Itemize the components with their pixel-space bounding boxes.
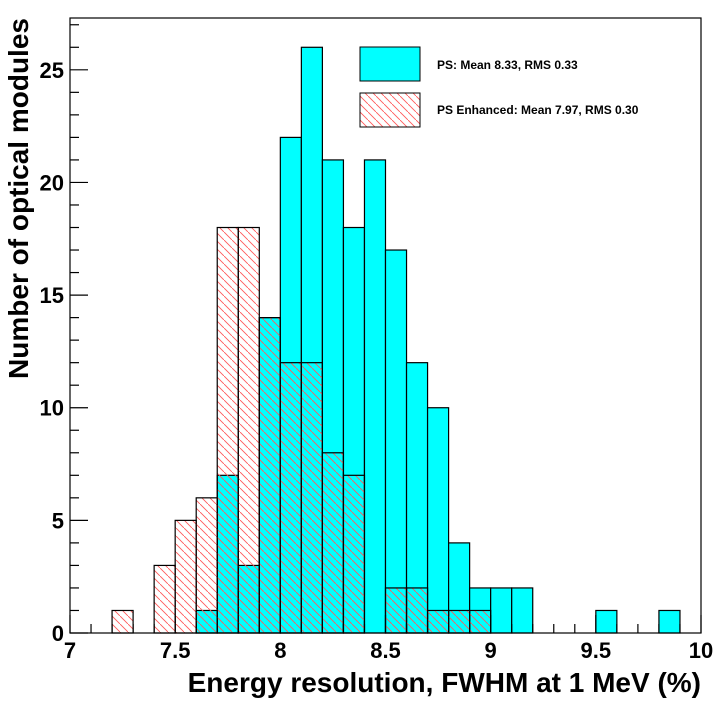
y-axis-ticks: 0 5 10 15 20 25 — [40, 24, 88, 646]
ps-enhanced-bar-7-7 — [216, 226, 239, 634]
ps-enhanced-bar-8-3 — [342, 474, 366, 634]
plot-frame — [69, 17, 702, 634]
ps-enhanced-bar-7-4 — [153, 564, 176, 634]
ps-enhanced-bar-7-5 — [174, 519, 197, 634]
series-ps-enhanced-bars — [111, 226, 492, 634]
ps-bar-8-5 — [384, 249, 408, 634]
ps-enhanced-bar-8-5 — [384, 587, 408, 634]
ps-enhanced-bar-8-8 — [448, 609, 471, 634]
ps-enhanced-bar-8-2 — [321, 452, 345, 634]
ps-enhanced-bar-7-2 — [111, 609, 134, 634]
x-tick-label: 8 — [274, 638, 286, 663]
ps-bar-9-8 — [658, 609, 681, 634]
ps-enhanced-bar-7-9 — [258, 317, 281, 634]
ps-bar-9-0 — [490, 587, 513, 634]
ps-enhanced-bar-7-6 — [195, 497, 218, 634]
y-tick-label: 20 — [40, 170, 64, 195]
y-tick-label: 25 — [40, 58, 64, 83]
legend-label-ps-enhanced: PS Enhanced: Mean 7.97, RMS 0.30 — [437, 103, 639, 117]
x-axis-ticks: 7 7.5 8 8.5 9 9.5 10 — [64, 615, 713, 663]
y-tick-label: 0 — [52, 621, 64, 646]
x-tick-label: 7 — [64, 638, 76, 663]
x-tick-label: 7.5 — [160, 638, 191, 663]
x-tick-label: 10 — [689, 638, 713, 663]
ps-bar-8-4 — [363, 159, 387, 634]
ps-enhanced-bar-8-1 — [300, 362, 324, 634]
ps-enhanced-bar-7-8 — [237, 226, 260, 634]
legend-swatch-ps — [359, 46, 421, 82]
ps-bar-9-1 — [511, 587, 534, 634]
y-tick-label: 5 — [52, 508, 64, 533]
legend-label-ps: PS: Mean 8.33, RMS 0.33 — [437, 58, 578, 72]
y-tick-label: 15 — [40, 283, 64, 308]
ps-enhanced-bar-8-9 — [469, 609, 492, 634]
ps-bar-8-7 — [426, 407, 450, 634]
legend-swatch-ps-enhanced — [359, 92, 421, 128]
legend: PS: Mean 8.33, RMS 0.33 PS Enhanced: Mea… — [359, 46, 639, 128]
ps-enhanced-bar-8-0 — [279, 362, 302, 634]
x-tick-label: 8.5 — [370, 638, 401, 663]
y-axis-title: Number of optical modules — [3, 18, 34, 379]
ps-enhanced-bar-8-6 — [405, 587, 429, 634]
y-tick-label: 10 — [40, 396, 64, 421]
x-axis-title: Energy resolution, FWHM at 1 MeV (%) — [188, 667, 701, 698]
x-tick-label: 9 — [485, 638, 497, 663]
ps-bar-9-5 — [595, 609, 618, 634]
ps-enhanced-bar-8-7 — [426, 609, 450, 634]
x-tick-label: 9.5 — [581, 638, 612, 663]
